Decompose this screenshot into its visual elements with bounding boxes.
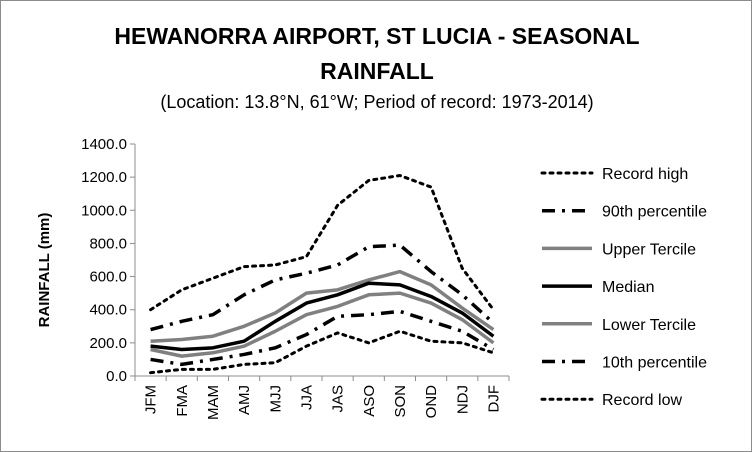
chart-title-line2: RAINFALL	[320, 58, 434, 84]
series-line-median	[150, 281, 495, 352]
series-line-upper-tercile	[150, 269, 495, 343]
y-tick-label: 1200.0	[81, 169, 127, 186]
legend-label-10th-percentile: 10th percentile	[602, 355, 707, 372]
x-tick-label: JJA	[298, 385, 315, 410]
y-tick-label: 400.0	[89, 302, 127, 319]
legend-label-upper-tercile: Upper Tercile	[602, 241, 696, 258]
legend-label-record-low: Record low	[602, 392, 682, 409]
legend-label-median: Median	[602, 279, 654, 296]
y-tick-label: 1000.0	[81, 202, 127, 219]
y-axis-title: RAINFALL (mm)	[36, 213, 53, 328]
x-tick-label: MJJ	[267, 385, 284, 413]
x-tick-label: ASO	[361, 385, 378, 417]
x-tick-label: SON	[392, 385, 409, 418]
x-tick-label: JFM	[143, 385, 160, 414]
y-tick-label: 600.0	[89, 269, 127, 286]
y-tick-label: 800.0	[89, 235, 127, 252]
chart-title-line1: HEWANORRA AIRPORT, ST LUCIA - SEASONAL	[114, 23, 640, 49]
x-tick-label: JAS	[330, 385, 347, 413]
series-line-lower-tercile	[150, 291, 495, 358]
y-tick-label: 1400.0	[81, 136, 127, 153]
legend-label-record-high: Record high	[602, 166, 688, 183]
y-tick-label: 200.0	[89, 335, 127, 352]
x-tick-label: AMJ	[236, 385, 253, 415]
x-tick-label: NDJ	[454, 385, 471, 414]
x-tick-label: MAM	[205, 385, 222, 420]
x-tick-label: OND	[423, 385, 440, 419]
series-line-record-low	[149, 329, 495, 375]
x-tick-label: FMA	[174, 385, 191, 417]
series-line-record-high	[149, 173, 495, 312]
x-tick-label: DJF	[485, 385, 502, 413]
legend-label-lower-tercile: Lower Tercile	[602, 317, 696, 334]
series-line-90th-percentile	[150, 243, 495, 332]
legend-label-90th-percentile: 90th percentile	[602, 204, 707, 221]
chart-subtitle: (Location: 13.8°N, 61°W; Period of recor…	[160, 92, 594, 112]
y-tick-label: 0.0	[106, 368, 127, 385]
